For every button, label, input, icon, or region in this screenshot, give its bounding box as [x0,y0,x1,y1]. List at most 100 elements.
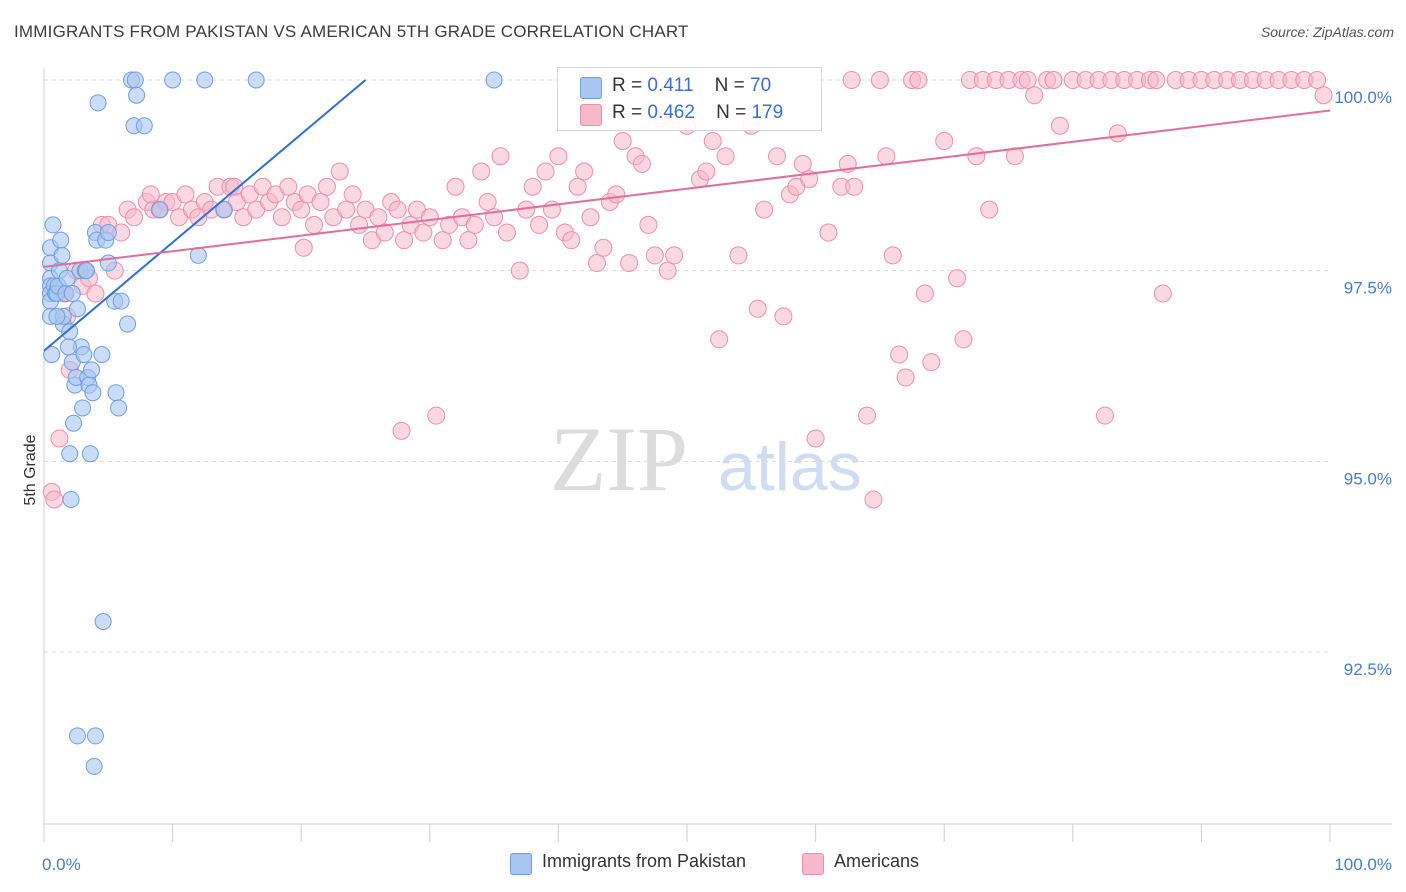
americans-point-169 [294,238,313,257]
americans-point-46 [330,162,349,181]
pakistan-point-68 [99,224,117,242]
pakistan-point-63 [68,727,86,745]
americans-point-63 [446,177,465,196]
pakistan-point-14 [53,246,71,264]
pakistan-point-20 [61,445,79,463]
americans-point-108 [774,307,793,326]
pakistan-point-30 [75,346,93,364]
americans-point-67 [472,162,491,181]
chart-title: IMMIGRANTS FROM PAKISTAN VS AMERICAN 5TH… [14,22,689,41]
pakistan-point-59 [247,71,265,89]
americans-point-174 [842,71,861,89]
americans-point-40 [292,200,311,219]
pakistan-trend-line [43,79,367,352]
americans-point-96 [665,246,684,265]
pakistan-point-36 [84,384,102,402]
americans-point-95 [658,261,677,280]
americans-point-83 [581,208,600,227]
americans-point-137 [1005,147,1024,166]
americans-point-143 [1050,116,1069,135]
legend-label-americans: Americans [834,851,920,871]
pakistan-point-13 [52,231,70,249]
correlation-legend: R = 0.411 N = 70 R = 0.462 N = 179 [557,67,822,131]
americans-point-87 [607,185,626,204]
americans-point-91 [632,154,651,173]
x-tick-label-0: 0.0% [42,855,81,874]
legend-r-label: R = [612,75,643,96]
pakistan-point-60 [189,246,207,264]
americans-point-107 [768,147,787,166]
americans-point-114 [819,223,838,242]
pakistan-point-62 [86,727,104,745]
pakistan-points [41,71,503,775]
grid [44,79,1330,653]
legend-n-value: 179 [751,102,784,123]
americans-point-89 [620,254,639,273]
pakistan-point-46 [107,384,125,402]
pakistan-point-66 [59,338,77,356]
americans-point-121 [877,147,896,166]
americans-point-153 [1153,284,1172,303]
americans-point-113 [806,429,825,448]
americans-point-43 [311,193,330,212]
americans-point-72 [510,261,529,280]
americans-point-99 [697,162,716,181]
watermark-atlas: atlas [718,429,862,505]
pakistan-point-23 [65,414,83,432]
watermark-zip: ZIP [550,408,688,510]
americans-point-1 [45,490,64,509]
tick-labels: 100.0% 97.5% 95.0% 92.5% 0.0% 100.0% [42,88,1392,874]
americans-point-71 [497,223,516,242]
americans-point-22 [176,185,195,204]
americans-point-55 [388,200,407,219]
legend-swatch-blue [580,77,602,99]
pakistan-point-18 [58,269,76,287]
americans-point-129 [935,132,954,151]
americans-point-48 [343,185,362,204]
americans-point-78 [549,147,568,166]
americans-point-102 [716,147,735,166]
trend-lines [43,79,1331,352]
x-tick-label-1: 100.0% [1334,855,1392,874]
pakistan-point-58 [215,201,233,219]
americans-trend-line [43,109,1331,268]
americans-point-85 [594,238,613,257]
americans-point-70 [491,147,510,166]
pakistan-point-34 [81,445,99,463]
americans-point-103 [729,246,748,265]
americans-point-42 [305,215,324,234]
pakistan-point-65 [63,285,81,303]
pakistan-point-67 [44,216,62,234]
americans-point-60 [420,208,439,227]
americans-point-130 [948,269,967,288]
pakistan-point-55 [151,201,169,219]
americans-point-80 [562,231,581,250]
americans-point-56 [395,231,414,250]
americans-point-148 [1108,124,1127,143]
legend-label-pakistan: Immigrants from Pakistan [542,851,747,871]
americans-point-128 [922,353,941,372]
pakistan-point-56 [164,71,182,89]
y-tick-label-2: 95.0% [1344,469,1392,488]
americans-point-166 [1314,86,1333,105]
pakistan-point-61 [485,71,503,89]
americans-point-84 [587,254,606,273]
americans-point-106 [755,200,774,219]
americans-point-127 [915,284,934,303]
americans-point-140 [1025,86,1044,105]
pakistan-point-53 [128,86,146,104]
americans-point-168 [392,421,411,440]
americans-point-52 [369,208,388,227]
legend-swatch-pink [802,853,824,875]
legend-n-label: N = [716,102,747,123]
americans-point-133 [967,147,986,166]
americans-point-124 [896,368,915,387]
americans-point-117 [845,177,864,196]
americans-point-173 [141,185,160,204]
pakistan-point-69 [77,262,95,280]
americans-point-2 [50,429,69,448]
americans-point-82 [575,162,594,181]
americans-point-142 [1044,71,1063,89]
pakistan-point-48 [112,292,130,310]
